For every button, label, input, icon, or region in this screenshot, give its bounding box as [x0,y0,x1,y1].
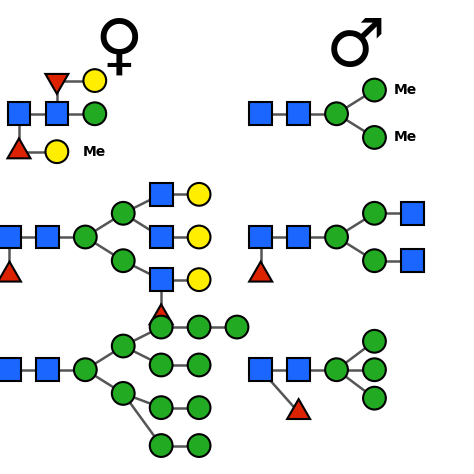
Bar [150,268,173,291]
Polygon shape [287,399,310,419]
Circle shape [363,249,386,272]
Circle shape [150,316,173,338]
Circle shape [188,434,210,457]
Circle shape [188,396,210,419]
Circle shape [46,140,68,163]
Circle shape [83,102,106,125]
Circle shape [83,69,106,92]
Polygon shape [249,262,272,282]
Circle shape [112,382,135,405]
Circle shape [363,202,386,225]
Circle shape [74,226,97,248]
Circle shape [150,354,173,376]
Bar [287,102,310,125]
Circle shape [150,396,173,419]
Circle shape [226,316,248,338]
Circle shape [112,202,135,225]
Circle shape [363,330,386,353]
Bar [249,226,272,248]
Circle shape [188,354,210,376]
Circle shape [325,226,348,248]
Circle shape [363,358,386,381]
Bar [0,358,21,381]
Bar [401,249,424,272]
Bar [36,226,59,248]
Circle shape [112,335,135,357]
Text: Me: Me [393,130,417,145]
Circle shape [363,126,386,149]
Text: Me: Me [83,145,106,159]
Text: Me: Me [393,83,417,97]
Polygon shape [0,262,21,282]
Bar [401,202,424,225]
Circle shape [112,249,135,272]
Circle shape [74,358,97,381]
Bar [46,102,68,125]
Circle shape [188,226,210,248]
Circle shape [150,434,173,457]
Circle shape [363,387,386,410]
Polygon shape [150,304,173,324]
Circle shape [363,79,386,101]
Bar [150,183,173,206]
Bar [0,226,21,248]
Bar [287,358,310,381]
Circle shape [188,316,210,338]
Text: ♀: ♀ [94,14,143,80]
Bar [249,102,272,125]
Circle shape [325,358,348,381]
Circle shape [188,268,210,291]
Text: ♂: ♂ [326,14,385,80]
Polygon shape [46,74,68,94]
Bar [249,358,272,381]
Circle shape [188,183,210,206]
Polygon shape [8,138,30,158]
Bar [150,226,173,248]
Bar [287,226,310,248]
Bar [36,358,59,381]
Bar [8,102,30,125]
Circle shape [325,102,348,125]
